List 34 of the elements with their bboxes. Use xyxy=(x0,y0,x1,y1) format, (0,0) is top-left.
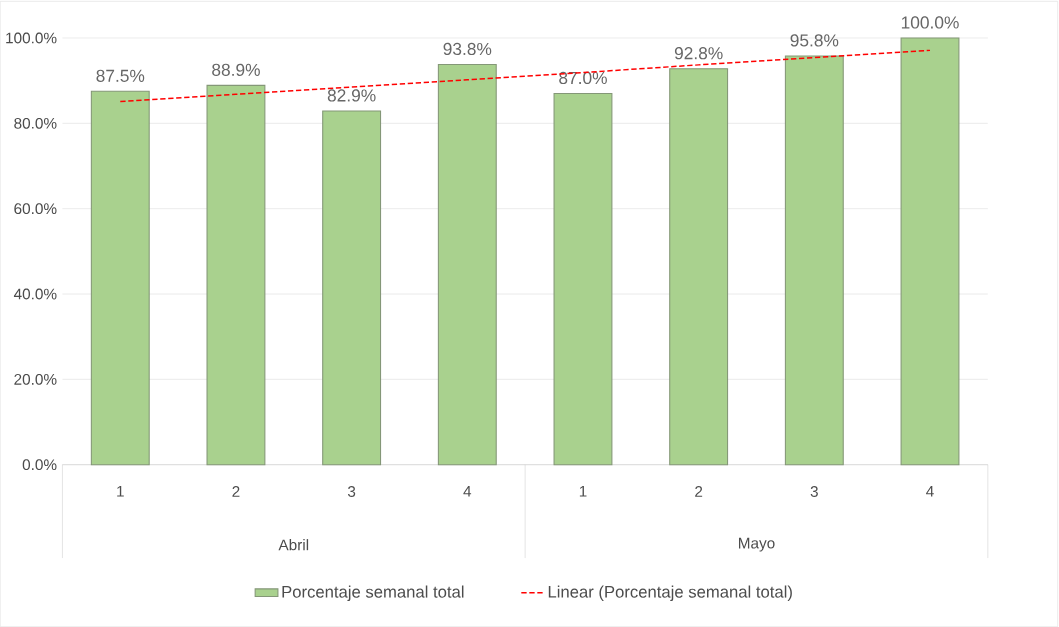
data-label: 100.0% xyxy=(901,16,959,29)
x-tick-label: 4 xyxy=(926,486,934,497)
x-tick-label: 2 xyxy=(695,486,703,497)
y-tick-label: 40.0% xyxy=(13,288,57,300)
x-tick-label: 1 xyxy=(117,486,124,497)
data-label: 93.8% xyxy=(443,42,492,56)
data-label: 87.5% xyxy=(96,69,145,82)
data-label: 88.9% xyxy=(212,63,260,76)
data-label: 82.9% xyxy=(327,89,376,102)
y-tick-label: 20.0% xyxy=(14,373,57,385)
legend-label: Linear (Porcentaje semanal total) xyxy=(548,585,792,602)
bar xyxy=(553,92,613,466)
bar xyxy=(784,55,844,466)
bar xyxy=(322,110,382,466)
x-tick-label: 2 xyxy=(232,486,240,497)
y-tick-label: 80.0% xyxy=(14,117,57,129)
bar xyxy=(437,63,497,466)
y-tick-label: 100.0% xyxy=(6,32,57,44)
text: Abril xyxy=(278,539,309,551)
x-tick-label: 1 xyxy=(579,486,587,497)
x-tick-label: 4 xyxy=(463,486,472,497)
text: Mayo xyxy=(738,537,775,552)
y-tick-label: 0.0% xyxy=(22,459,57,471)
legend-label: Porcentaje semanal total xyxy=(282,585,464,602)
bar xyxy=(90,90,150,466)
bar xyxy=(206,84,266,466)
bar xyxy=(900,37,960,466)
x-tick-label: 3 xyxy=(810,486,818,497)
bar xyxy=(669,68,729,466)
data-label: 87.0% xyxy=(559,71,607,85)
x-tick-label: 3 xyxy=(347,486,356,497)
data-label: 92.8% xyxy=(674,47,723,60)
y-tick-label: 60.0% xyxy=(14,203,57,215)
data-label: 95.8% xyxy=(790,34,839,47)
